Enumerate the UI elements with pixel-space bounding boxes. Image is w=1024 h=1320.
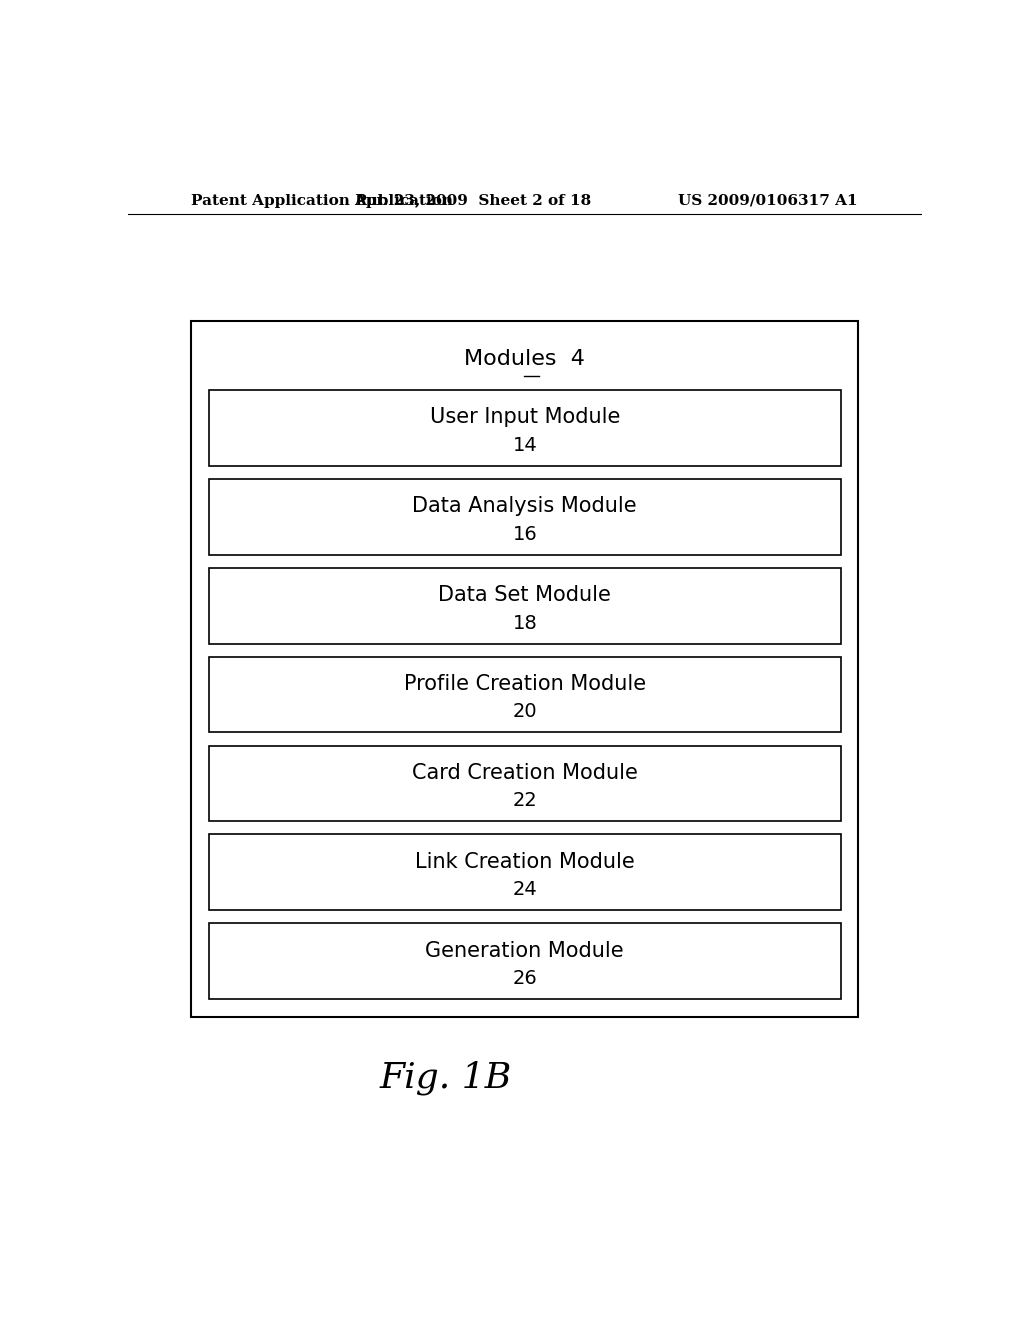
Text: Fig. 1B: Fig. 1B <box>379 1061 512 1096</box>
Text: 14: 14 <box>512 436 538 455</box>
Text: 18: 18 <box>512 614 538 632</box>
Text: Link Creation Module: Link Creation Module <box>415 851 635 871</box>
Text: Generation Module: Generation Module <box>426 941 624 961</box>
Bar <box>209 657 841 733</box>
Text: 26: 26 <box>512 969 538 989</box>
Bar <box>209 746 841 821</box>
Bar <box>209 834 841 909</box>
Text: Modules  4: Modules 4 <box>464 350 586 370</box>
Bar <box>209 391 841 466</box>
Bar <box>191 321 858 1018</box>
Text: Data Analysis Module: Data Analysis Module <box>413 496 637 516</box>
Text: Data Set Module: Data Set Module <box>438 585 611 605</box>
Text: Patent Application Publication: Patent Application Publication <box>191 194 454 209</box>
Text: US 2009/0106317 A1: US 2009/0106317 A1 <box>679 194 858 209</box>
Text: 16: 16 <box>512 525 538 544</box>
Text: 20: 20 <box>512 702 538 722</box>
Text: Apr. 23, 2009  Sheet 2 of 18: Apr. 23, 2009 Sheet 2 of 18 <box>354 194 592 209</box>
Text: Card Creation Module: Card Creation Module <box>412 763 638 783</box>
Bar <box>209 923 841 999</box>
Bar <box>209 568 841 644</box>
Bar <box>209 479 841 554</box>
Text: 22: 22 <box>512 791 538 810</box>
Text: User Input Module: User Input Module <box>430 408 620 428</box>
Text: 24: 24 <box>512 880 538 899</box>
Text: Profile Creation Module: Profile Creation Module <box>403 675 646 694</box>
